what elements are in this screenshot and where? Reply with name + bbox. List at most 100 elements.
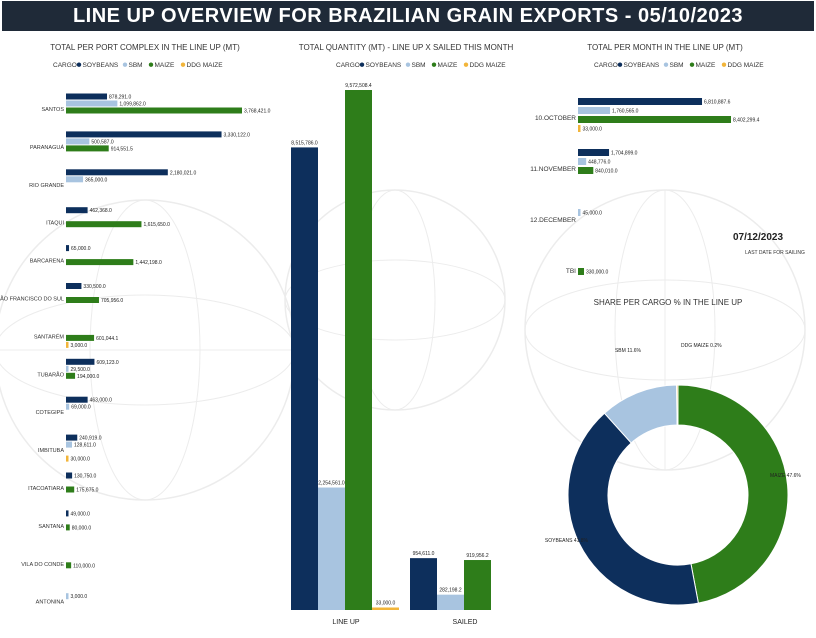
- legend-item-maize: MAIZE: [438, 62, 459, 69]
- legend-swatch-maize: [689, 62, 695, 67]
- port-value-santos-sbm: 1,099,862.0: [119, 102, 146, 108]
- legend-swatch-sbm: [405, 62, 411, 67]
- globe-watermarks: [0, 189, 806, 501]
- legend-item-soybeans: SOYBEANS: [624, 62, 660, 69]
- port-bar-tubarao-sbm: [66, 365, 69, 372]
- port-value-paranagua-sbm: 500,587.0: [91, 139, 113, 145]
- port-bar-itaqui-maize: [66, 221, 142, 228]
- port-value-imbituba-sbm: 128,611.0: [74, 443, 96, 449]
- info-block: 07/12/2023 LAST DATE FOR SAILING: [733, 232, 805, 256]
- month-label-10-october: 10.OCTOBER: [535, 115, 576, 122]
- quantity-value-sailed-sbm: 282,198.2: [439, 588, 461, 594]
- month-label-12-december: 12.DECEMBER: [530, 217, 576, 224]
- port-bar-barcarena-maize: [66, 259, 134, 266]
- legend-swatch-maize: [431, 62, 437, 67]
- month-value-12-december-sbm: 45,000.0: [583, 211, 603, 217]
- quantity-value-line-up-soybeans: 8,515,786.0: [291, 140, 318, 146]
- port-bar-paranagua-maize: [66, 145, 109, 152]
- port-bar-santos-sbm: [66, 100, 118, 107]
- legend-label: CARGO: [53, 62, 77, 69]
- port-value-santos-soybeans: 878,291.0: [109, 95, 131, 101]
- legend-item-maize: MAIZE: [696, 62, 717, 69]
- port-bar-itacoatiara-soybeans: [66, 472, 73, 479]
- port-value-barcarena-soybeans: 65,000.0: [71, 246, 91, 252]
- legend-label: CARGO: [594, 62, 618, 69]
- month-bar-tbi-maize: [578, 268, 585, 275]
- port-bar-barcarena-soybeans: [66, 245, 70, 252]
- port-label-santana: SANTANA: [38, 524, 64, 530]
- quantity-value-sailed-soybeans: 954,611.0: [413, 551, 435, 557]
- port-value-rio-grande-soybeans: 2,180,021.0: [170, 170, 197, 176]
- month-bar-10-october-sbm: [578, 107, 611, 114]
- port-label-vila-do-conde: VILA DO CONDE: [21, 562, 64, 568]
- port-value-santarem-ddg-maize: 3,000.0: [71, 343, 88, 349]
- port-bar-cotegipe-sbm: [66, 403, 70, 410]
- legend-swatch-sbm: [122, 62, 128, 67]
- month-bar-11-november-soybeans: [578, 149, 610, 156]
- share-label-sbm: SBM 11.6%: [615, 348, 642, 354]
- port-value-tubarao-soybeans: 609,123.0: [96, 360, 118, 366]
- port-value-itaqui-soybeans: 462,368.0: [90, 208, 112, 214]
- month-chart-title: TOTAL PER MONTH IN THE LINE UP (MT): [587, 43, 743, 52]
- legend-swatch-ddg-maize: [180, 62, 186, 67]
- last-sailing-caption: LAST DATE FOR SAILING: [745, 250, 805, 256]
- quantity-bar-sailed-maize: [464, 560, 491, 610]
- quantity-chart-title: TOTAL QUANTITY (MT) - LINE UP X SAILED T…: [299, 43, 514, 52]
- port-bar-imbituba-sbm: [66, 441, 73, 448]
- port-bar-imbituba-soybeans: [66, 434, 78, 441]
- port-value-tubarao-sbm: 29,500.0: [71, 367, 91, 373]
- share-label-maize: MAIZE 47.6%: [770, 473, 801, 479]
- month-bar-10-october-soybeans: [578, 98, 703, 105]
- port-value-imbituba-ddg-maize: 30,000.0: [71, 457, 91, 463]
- legend-item-soybeans: SOYBEANS: [366, 62, 402, 69]
- share-label-ddg-maize: DDG MAIZE 0.2%: [681, 343, 722, 349]
- port-value-itacoatiara-soybeans: 130,750.0: [74, 474, 96, 480]
- port-label-itacoatiara: ITACOATIARA: [28, 486, 64, 492]
- quantity-bar-line-up-sbm: [318, 487, 345, 610]
- share-slice-ddg-maize: [676, 384, 679, 426]
- legend-swatch-soybeans: [617, 62, 623, 67]
- legend-item-ddg-maize: DDG MAIZE: [470, 62, 507, 69]
- legend-item-sbm: SBM: [412, 62, 426, 69]
- port-bar-sao-francisco-do-sul-soybeans: [66, 283, 82, 289]
- port-bar-santarem-maize: [66, 334, 95, 341]
- port-bar-rio-grande-sbm: [66, 176, 84, 183]
- port-chart-title: TOTAL PER PORT COMPLEX IN THE LINE UP (M…: [50, 43, 240, 52]
- quantity-bar-line-up-soybeans: [291, 147, 318, 611]
- port-bar-sao-francisco-do-sul-maize: [66, 297, 99, 303]
- port-value-rio-grande-sbm: 365,000.0: [85, 177, 107, 183]
- month-bar-12-december-sbm: [578, 209, 581, 216]
- port-value-imbituba-soybeans: 240,919.0: [79, 436, 101, 442]
- port-value-sao-francisco-do-sul-maize: 705,956.0: [101, 298, 123, 304]
- legend-item-soybeans: SOYBEANS: [83, 62, 119, 69]
- port-bar-santos-maize: [66, 107, 242, 114]
- port-bar-santarem-ddg-maize: [66, 341, 69, 348]
- legend-swatch-soybeans: [359, 62, 365, 67]
- port-label-paranagua: PARANAGUÁ: [30, 144, 64, 151]
- port-bar-rio-grande-soybeans: [66, 169, 168, 176]
- port-value-paranagua-soybeans: 3,330,122.0: [224, 132, 251, 138]
- quantity-value-line-up-ddg-maize: 33,000.0: [376, 601, 396, 607]
- legend-label: CARGO: [336, 62, 360, 69]
- port-label-barcarena: BARCARENA: [30, 259, 65, 265]
- month-value-10-october-maize: 8,402,299.4: [733, 118, 760, 124]
- port-bar-paranagua-sbm: [66, 138, 90, 145]
- port-value-antonina-sbm: 3,000.0: [71, 594, 88, 600]
- month-value-11-november-maize: 840,010.0: [595, 169, 617, 175]
- quantity-value-line-up-maize: 9,572,508.4: [345, 83, 372, 89]
- month-value-11-november-sbm: 448,776.0: [588, 160, 610, 166]
- legend-swatch-ddg-maize: [463, 62, 469, 67]
- month-value-tbi-maize: 330,000.0: [586, 270, 608, 276]
- port-bar-paranagua-soybeans: [66, 131, 222, 138]
- port-value-barcarena-maize: 1,442,198.0: [135, 260, 162, 266]
- port-value-cotegipe-soybeans: 463,000.0: [90, 398, 112, 404]
- title-banner: LINE UP OVERVIEW FOR BRAZILIAN GRAIN EXP…: [2, 1, 814, 31]
- share-label-soybeans: SOYBEANS 41.8%: [545, 538, 589, 544]
- port-label-sao-francisco-do-sul: SÃO FRANCISCO DO SUL: [0, 296, 64, 303]
- port-chart: TOTAL PER PORT COMPLEX IN THE LINE UP (M…: [0, 43, 271, 606]
- quantity-bar-line-up-maize: [345, 90, 372, 610]
- port-label-santarem: SANTARÉM: [34, 333, 65, 340]
- month-value-11-november-soybeans: 1,704,899.0: [611, 151, 638, 157]
- port-label-rio-grande: RIO GRANDE: [29, 183, 64, 189]
